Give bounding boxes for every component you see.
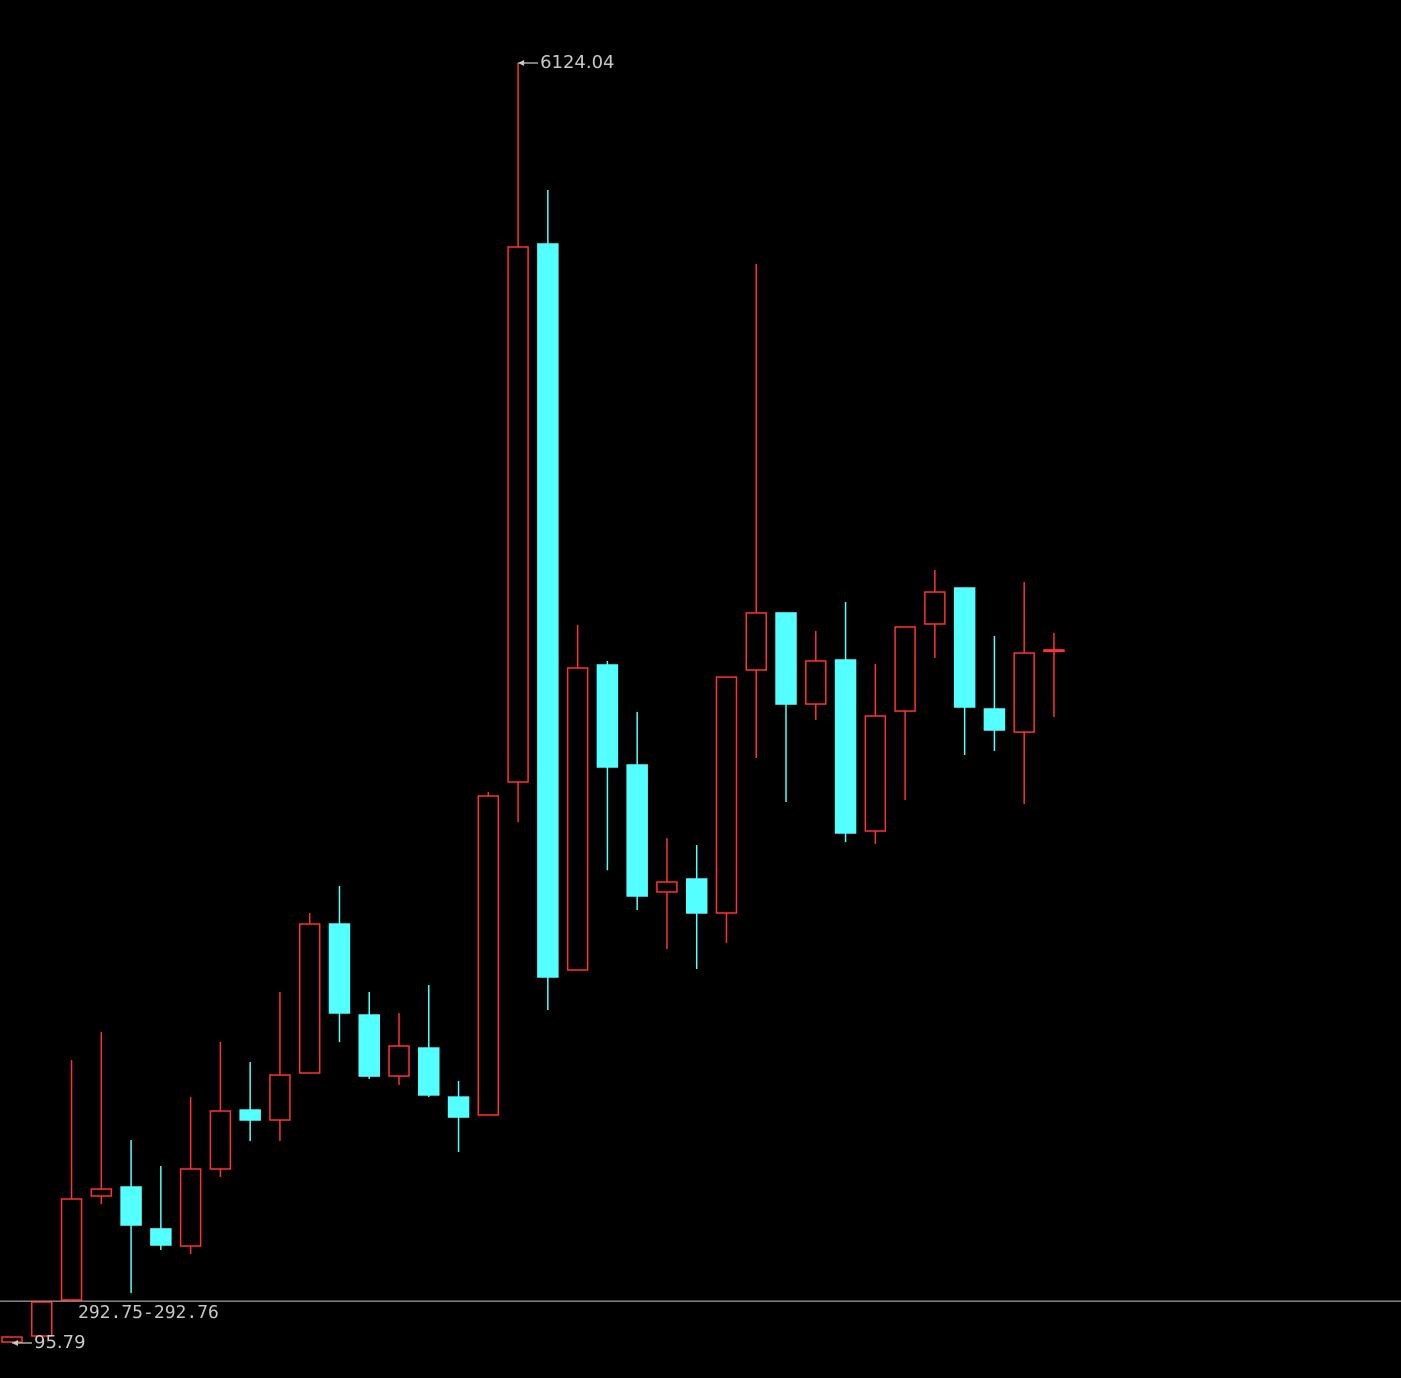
candle-body	[507, 246, 529, 783]
candle-body	[328, 923, 351, 1014]
candle-body	[298, 923, 321, 1074]
candle-body	[656, 881, 678, 893]
candle-body	[179, 1168, 202, 1247]
candle-body	[31, 1301, 53, 1337]
candle-body	[894, 626, 916, 712]
candle-body	[1013, 652, 1035, 733]
candle-body	[477, 795, 500, 1116]
candle-body	[805, 660, 827, 705]
candle-body	[60, 1198, 83, 1301]
candle-body	[239, 1109, 261, 1121]
candle-body	[358, 1014, 380, 1077]
candle-body	[715, 676, 738, 914]
candle-body	[388, 1045, 410, 1077]
candle-body	[924, 591, 946, 625]
candle-body	[537, 243, 559, 978]
candle-body	[418, 1047, 440, 1096]
candle-body	[447, 1096, 470, 1118]
candle-body	[983, 708, 1006, 731]
annotation-arrowhead	[12, 1340, 18, 1347]
annotation-label: 95.79	[34, 1332, 86, 1353]
candle-body	[685, 878, 708, 914]
annotation-label: 6124.04	[540, 52, 614, 73]
candle-body	[150, 1228, 172, 1246]
reference-label: 292.75-292.76	[78, 1302, 219, 1323]
candle-body	[834, 659, 857, 834]
candle-body	[120, 1186, 142, 1226]
candle-body	[745, 612, 767, 671]
candle-body	[566, 667, 589, 971]
candle-body	[1, 1336, 23, 1343]
candle-body	[1043, 649, 1065, 653]
candle-body	[269, 1074, 291, 1121]
candle-body	[775, 612, 797, 705]
candle-body	[864, 715, 887, 832]
candle-body	[209, 1110, 232, 1170]
annotation-arrowhead	[518, 59, 525, 66]
candle-body	[953, 587, 976, 708]
candle-body	[596, 664, 619, 768]
candle-body	[90, 1188, 113, 1197]
candle-body	[626, 764, 648, 897]
